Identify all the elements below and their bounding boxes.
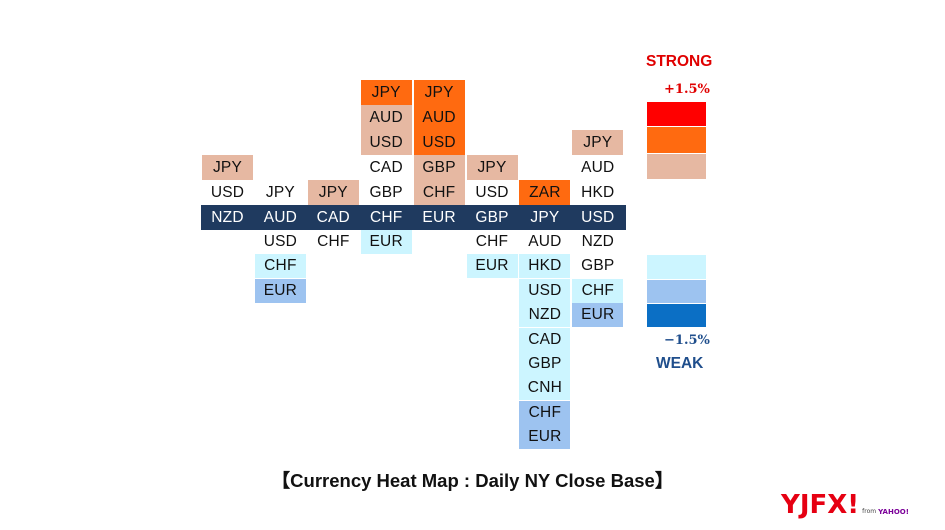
heatmap-cell: CHF xyxy=(519,400,571,425)
base-currency-nzd: NZD xyxy=(211,208,244,226)
heatmap-cell: JPY xyxy=(307,180,359,205)
heatmap-cell: USD xyxy=(360,130,412,155)
heatmap-cell: USD xyxy=(413,130,465,155)
heatmap-cell: GBP xyxy=(413,155,465,180)
legend-swatch-weak-2 xyxy=(647,280,706,303)
heatmap-cell: HKD xyxy=(581,183,615,201)
heatmap-cell: JPY xyxy=(413,80,465,105)
heatmap-cell: NZD xyxy=(519,303,571,328)
legend-strong-label: STRONG xyxy=(646,53,713,70)
heatmap-cell: HKD xyxy=(519,254,571,279)
heatmap-cell: GBP xyxy=(581,257,615,275)
legend-min-label: −1.5% xyxy=(664,333,710,348)
heatmap-cell: USD xyxy=(263,233,298,250)
heatmap-cell: USD xyxy=(210,183,245,201)
heatmap-cell: JPY xyxy=(466,155,518,180)
logo-from-text: from xyxy=(862,508,877,515)
currency-heatmap: NZD JPY USD AUD JPY USD CHF EUR CAD JPY CHF CHF JPY A… xyxy=(201,80,626,450)
heatmap-cell: CAD xyxy=(369,158,403,176)
legend-swatch-strong-1 xyxy=(647,154,706,179)
heatmap-cell: ZAR xyxy=(519,180,571,205)
base-currency-jpy: JPY xyxy=(530,208,560,226)
heatmap-cell: CNH xyxy=(519,376,571,401)
heatmap-cell: JPY xyxy=(572,130,624,155)
legend-swatch-strong-2 xyxy=(647,127,706,153)
heatmap-cell: GBP xyxy=(519,352,571,376)
heatmap-cell: AUD xyxy=(360,105,412,130)
legend-swatch-weak-1 xyxy=(647,255,706,279)
heatmap-cell: USD xyxy=(519,278,571,303)
legend-max-label: +1.5% xyxy=(664,82,710,97)
heatmap-cell: EUR xyxy=(572,303,624,328)
base-currency-aud: AUD xyxy=(263,208,298,226)
legend-swatch-weak-3 xyxy=(647,304,706,327)
legend-weak-label: WEAK xyxy=(656,355,704,372)
heatmap-cell: CHF xyxy=(572,278,624,303)
chart-title: 【Currency Heat Map : Daily NY Close Base… xyxy=(271,470,674,491)
heatmap-cell: NZD xyxy=(581,233,615,250)
heatmap-cell: USD xyxy=(475,183,509,201)
heatmap-cell: JPY xyxy=(360,80,412,105)
heatmap-cell: CHF xyxy=(317,233,350,250)
heatmap-cell: EUR xyxy=(360,230,412,254)
base-currency-cad: CAD xyxy=(316,208,350,226)
heatmap-cell: AUD xyxy=(528,233,562,250)
legend-swatch-strong-3 xyxy=(647,102,706,126)
logo-wordmark: YJFX! xyxy=(781,490,860,520)
heatmap-cell: CAD xyxy=(519,327,571,352)
base-currency-chf: CHF xyxy=(369,208,403,226)
heatmap-cell: EUR xyxy=(254,278,306,303)
base-currency-usd: USD xyxy=(581,208,615,226)
heatmap-cell: CHF xyxy=(254,254,306,279)
heatmap-cell: EUR xyxy=(519,425,571,450)
yjfx-logo: YJFX! from YAHOO! xyxy=(781,488,909,518)
heatmap-cell: CHF xyxy=(475,233,509,250)
heatmap-cell: GBP xyxy=(369,183,403,201)
heatmap-cell: JPY xyxy=(265,183,295,201)
heatmap-cell: EUR xyxy=(466,254,518,279)
heatmap-cell: AUD xyxy=(413,105,465,130)
logo-yahoo-text: YAHOO! xyxy=(878,508,909,516)
base-currency-band xyxy=(201,205,626,230)
base-currency-gbp: GBP xyxy=(475,208,509,226)
heatmap-cell: AUD xyxy=(581,158,615,176)
heatmap-cell: JPY xyxy=(202,155,253,180)
base-currency-eur: EUR xyxy=(422,208,456,226)
heatmap-cell: CHF xyxy=(413,180,465,205)
